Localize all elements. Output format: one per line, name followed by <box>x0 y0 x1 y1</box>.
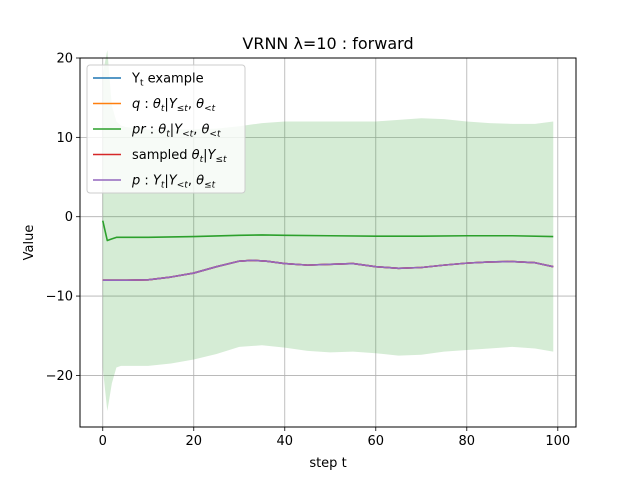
legend-entry: p : Yt|Y<t, θ≤t <box>131 174 216 191</box>
legend-box <box>86 64 246 194</box>
legend-entry: q : θt|Y≤t, θ<t <box>132 97 216 114</box>
series-line <box>102 259 554 281</box>
plot-frame <box>79 57 577 428</box>
legend-entry: sampled θt|Y≤t <box>132 148 227 165</box>
x-tick-label: 80 <box>459 434 476 449</box>
x-tick-label: 40 <box>276 434 293 449</box>
y-tick-label: 0 <box>65 210 73 225</box>
y-tick-label: −20 <box>46 369 73 384</box>
chart-title: VRNN λ=10 : forward <box>242 34 413 53</box>
y-tick-label: −10 <box>46 290 73 305</box>
x-tick-label: 0 <box>99 434 107 449</box>
y-tick-label: 20 <box>56 52 73 67</box>
legend: Yt example q : θt|Y≤t, θ<t pr : θt|Y<t, θ<… <box>86 64 246 194</box>
legend-entry: pr : θt|Y<t, θ<t <box>131 123 221 140</box>
x-axis: 0 20 40 60 80 100 <box>99 427 570 449</box>
x-tick-label: 60 <box>368 434 385 449</box>
x-tick-label: 20 <box>185 434 202 449</box>
series-line <box>101 220 554 242</box>
x-tick-label: 100 <box>545 434 570 449</box>
x-axis-title: step t <box>309 456 346 471</box>
y-axis: −20 −10 0 10 20 <box>46 52 80 384</box>
y-axis-title: Value <box>22 225 37 261</box>
series-lines <box>101 220 554 281</box>
y-tick-label: 10 <box>56 131 73 146</box>
legend-entry: Yt example <box>131 72 204 89</box>
